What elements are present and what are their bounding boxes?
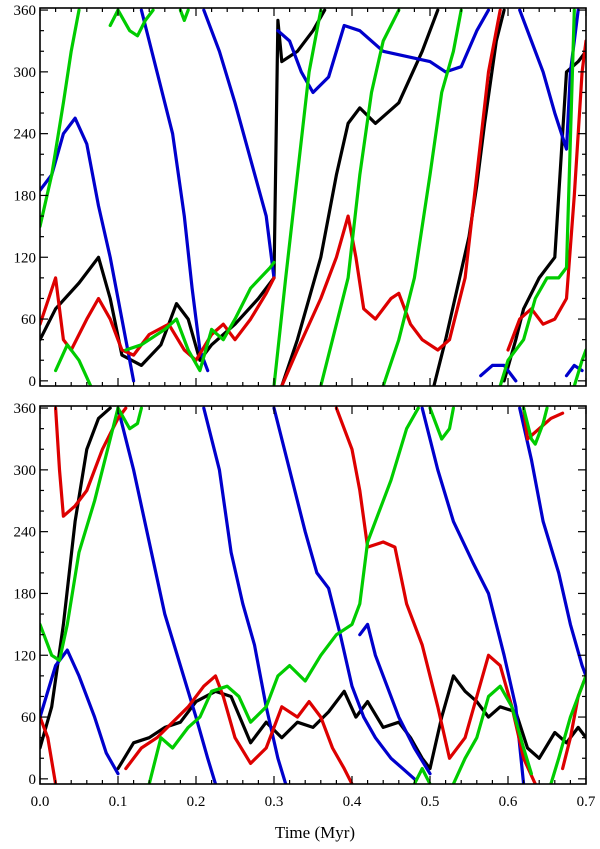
y-tick-label: 360 (14, 3, 37, 19)
series-curve-6 (358, 622, 432, 776)
series-curve-1 (280, 8, 440, 386)
x-tick-label: 0.0 (31, 794, 50, 810)
series-curve-9 (40, 715, 58, 784)
plot-frame (39, 7, 587, 387)
y-tick-label: 180 (14, 586, 37, 602)
series-curve-7 (276, 8, 491, 95)
x-tick-label: 0.3 (265, 794, 284, 810)
series-curve-5 (139, 8, 210, 373)
x-axis-title: Time (Myr) (275, 823, 355, 842)
series-curve-9 (479, 363, 518, 383)
y-tick-label: 240 (14, 127, 37, 143)
x-tick-label: 0.6 (499, 794, 518, 810)
series-curve-3 (502, 49, 586, 383)
plot-frame (39, 405, 587, 785)
series-curve-13 (522, 406, 565, 441)
y-tick-label: 300 (14, 65, 37, 81)
series-curve-16 (116, 406, 143, 431)
series-group (40, 406, 586, 784)
series-curve-20 (451, 684, 533, 784)
y-tick-label: 120 (14, 648, 37, 664)
x-tick-label: 0.1 (109, 794, 128, 810)
series-curve-12 (334, 406, 537, 784)
series-curve-16 (108, 8, 120, 28)
series-group (40, 8, 586, 386)
y-tick-label: 0 (29, 374, 37, 390)
series-curve-21 (319, 8, 401, 386)
series-curve-22 (381, 8, 463, 386)
series-curve-19 (428, 406, 455, 441)
series-curve-15 (40, 406, 120, 662)
y-tick-label: 60 (21, 312, 36, 328)
x-tick-label: 0.5 (421, 794, 440, 810)
series-curve-20 (272, 8, 323, 386)
series-curve-7 (420, 406, 526, 784)
series-curve-21 (522, 406, 549, 446)
y-tick-label: 120 (14, 250, 37, 266)
series-curve-14 (40, 8, 81, 228)
series-curve-11 (124, 674, 354, 784)
y-tick-label: 360 (14, 401, 37, 417)
y-tick-label: 240 (14, 525, 37, 541)
series-curve-17 (116, 8, 155, 38)
x-tick-label: 0.4 (343, 794, 362, 810)
series-curve-18 (412, 767, 432, 784)
series-curve-17 (147, 406, 420, 784)
series-curve-13 (506, 39, 586, 352)
series-curve-8 (518, 8, 580, 151)
series-curve-8 (518, 406, 586, 678)
bottom-panel: 0 60 120 180 240 300 360 0.0 0.1 0.2 0.3 0.4 0.5 0.6 0… (14, 401, 596, 810)
x-tick-label: 0.2 (187, 794, 206, 810)
series-curve-5 (272, 406, 416, 781)
series-curve-18 (178, 8, 190, 22)
series-curve-0 (40, 8, 327, 367)
top-panel: 0 60 120 180 240 300 360 (14, 3, 587, 390)
series-curve-4 (40, 116, 136, 383)
series-curve-6 (202, 8, 276, 280)
series-curve-3 (116, 406, 218, 784)
series-curve-12 (280, 8, 502, 386)
series-curve-19 (124, 260, 276, 373)
series-curve-15 (54, 343, 93, 386)
series-curve-4 (202, 406, 288, 784)
series-curve-22 (549, 674, 586, 784)
y-tick-label: 300 (14, 463, 37, 479)
series-curve-0 (40, 406, 112, 750)
series-curve-23 (498, 8, 576, 386)
series-curve-2 (40, 648, 120, 776)
y-tick-label: 180 (14, 188, 37, 204)
y-tick-label: 0 (29, 772, 37, 788)
x-tick-label: 0.7 (577, 794, 596, 810)
y-tick-label: 60 (21, 710, 36, 726)
